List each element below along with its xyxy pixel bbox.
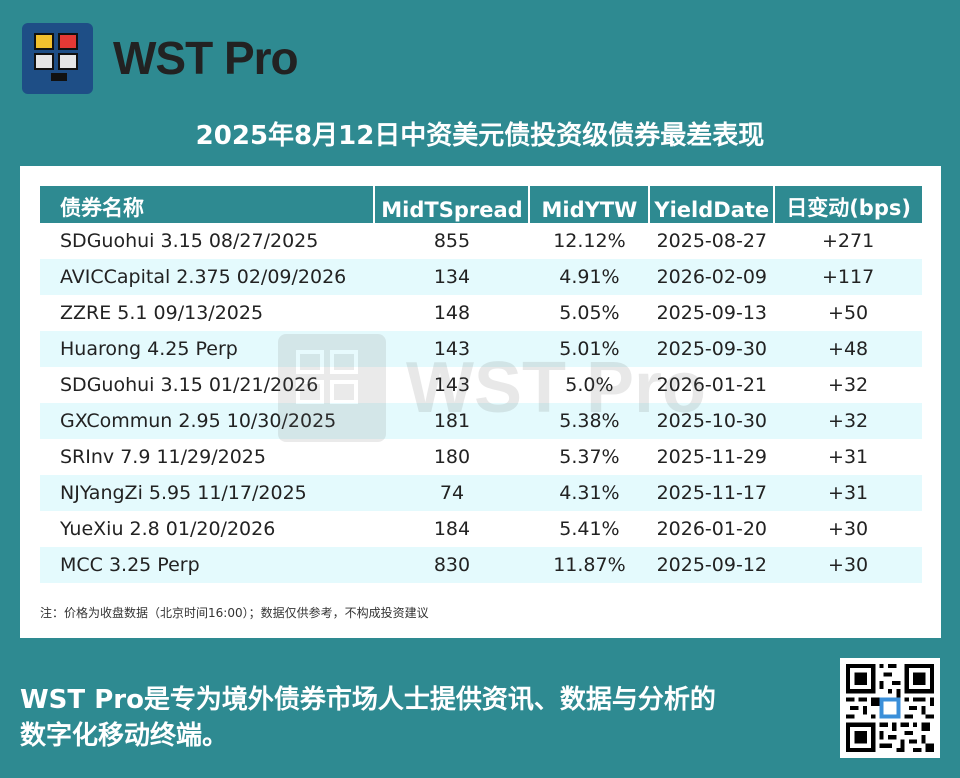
daily-change-cell: +32 — [828, 374, 869, 396]
midtspread-cell: 181 — [374, 403, 530, 439]
yielddate-cell: 2026-01-21 — [656, 374, 767, 396]
yielddate-cell: 2026-02-09 — [649, 259, 775, 295]
table-row: NJYangZi 5.95 11/17/2025 74 4.31% 2025-1… — [40, 475, 922, 511]
table-row: MCC 3.25 Perp 830 11.87% 2025-09-12 +30 — [40, 547, 922, 583]
bond-name-cell: GXCommun 2.95 10/30/2025 — [40, 403, 375, 439]
bond-name-cell: NJYangZi 5.95 11/17/2025 — [40, 475, 375, 511]
bond-name-cell: SDGuohui 3.15 01/21/2026 — [60, 374, 319, 396]
yielddate-cell: 2025-09-30 — [649, 331, 775, 367]
midytw-cell: 5.38% — [529, 403, 650, 439]
midtspread-cell: 830 — [374, 547, 530, 583]
midtspread-cell: 143 — [433, 374, 471, 396]
footnote: 注：价格为收盘数据（北京时间16:00）；数据仅供参考，不构成投资建议 — [40, 606, 429, 620]
midtspread-cell: 148 — [433, 302, 471, 324]
bond-name-cell: AVICCapital 2.375 02/09/2026 — [40, 259, 375, 295]
midytw-cell: 11.87% — [529, 547, 650, 583]
midtspread-cell: 134 — [374, 259, 530, 295]
bond-name-cell: SDGuohui 3.15 08/27/2025 — [60, 230, 319, 252]
table-row: AVICCapital 2.375 02/09/2026 134 4.91% 2… — [40, 259, 922, 295]
daily-change-cell: +48 — [774, 331, 922, 367]
midtspread-cell: 180 — [433, 446, 471, 468]
header: WST Pro — [22, 22, 299, 94]
table-row: SDGuohui 3.15 08/27/2025 855 12.12% 2025… — [40, 223, 922, 259]
footer-slogan: WST Pro是专为境外债券市场人士提供资讯、数据与分析的 数字化移动终端。 — [20, 682, 780, 754]
midytw-cell: 5.01% — [529, 331, 650, 367]
table-row: YueXiu 2.8 01/20/2026 184 5.41% 2026-01-… — [40, 511, 922, 547]
daily-change-cell: +117 — [774, 259, 922, 295]
yielddate-cell: 2025-09-12 — [649, 547, 775, 583]
table-panel: 债券名称 MidTSpread MidYTW YieldDate 日变动(bps… — [20, 166, 941, 638]
column-header-midtspread: MidTSpread — [374, 186, 531, 223]
bond-name-cell: SRInv 7.9 11/29/2025 — [60, 446, 266, 468]
midytw-cell: 5.05% — [559, 302, 620, 324]
table-row: Huarong 4.25 Perp 143 5.01% 2025-09-30 +… — [40, 331, 922, 367]
midytw-cell: 5.41% — [559, 518, 620, 540]
bond-name-cell: MCC 3.25 Perp — [40, 547, 375, 583]
daily-change-cell: +30 — [774, 547, 922, 583]
daily-change-cell: +31 — [828, 446, 869, 468]
table-row: SRInv 7.9 11/29/2025 180 5.37% 2025-11-2… — [40, 439, 922, 475]
table-row: GXCommun 2.95 10/30/2025 181 5.38% 2025-… — [40, 403, 922, 439]
column-header-yielddate: YieldDate — [649, 186, 776, 223]
midtspread-cell: 143 — [374, 331, 530, 367]
midytw-cell: 4.91% — [529, 259, 650, 295]
bond-table: 债券名称 MidTSpread MidYTW YieldDate 日变动(bps… — [40, 186, 922, 583]
daily-change-cell: +30 — [828, 518, 869, 540]
table-header-row: 债券名称 MidTSpread MidYTW YieldDate 日变动(bps… — [40, 186, 922, 223]
column-header-midytw: MidYTW — [529, 186, 651, 223]
table-row: ZZRE 5.1 09/13/2025 148 5.05% 2025-09-13… — [40, 295, 922, 331]
midytw-cell: 4.31% — [529, 475, 650, 511]
brand-name: WST Pro — [113, 32, 299, 84]
column-header-daily-change: 日变动(bps) — [774, 186, 922, 223]
daily-change-cell: +50 — [828, 302, 869, 324]
yielddate-cell: 2026-01-20 — [656, 518, 767, 540]
midytw-cell: 5.37% — [559, 446, 620, 468]
midtspread-cell: 855 — [433, 230, 471, 252]
daily-change-cell: +271 — [821, 230, 875, 252]
table-row: SDGuohui 3.15 01/21/2026 143 5.0% 2026-0… — [40, 367, 922, 403]
bond-name-cell: Huarong 4.25 Perp — [40, 331, 375, 367]
qr-code-icon — [840, 658, 940, 758]
yielddate-cell: 2025-08-27 — [656, 230, 767, 252]
midtspread-cell: 184 — [433, 518, 471, 540]
page-title: 2025年8月12日中资美元债投资级债券最差表现 — [195, 121, 765, 151]
yielddate-cell: 2025-11-29 — [656, 446, 767, 468]
daily-change-cell: +32 — [774, 403, 922, 439]
bond-name-cell: ZZRE 5.1 09/13/2025 — [60, 302, 264, 324]
midytw-cell: 12.12% — [553, 230, 626, 252]
yielddate-cell: 2025-11-17 — [649, 475, 775, 511]
wst-pro-logo-icon — [22, 22, 93, 94]
bond-name-cell: YueXiu 2.8 01/20/2026 — [60, 518, 276, 540]
daily-change-cell: +31 — [774, 475, 922, 511]
yielddate-cell: 2025-10-30 — [649, 403, 775, 439]
midytw-cell: 5.0% — [565, 374, 614, 396]
midtspread-cell: 74 — [374, 475, 530, 511]
column-header-bond-name: 债券名称 — [40, 186, 376, 223]
footer-line-1: WST Pro是专为境外债券市场人士提供资讯、数据与分析的 — [20, 685, 716, 715]
footer-line-2: 数字化移动终端。 — [20, 721, 229, 751]
yielddate-cell: 2025-09-13 — [656, 302, 767, 324]
